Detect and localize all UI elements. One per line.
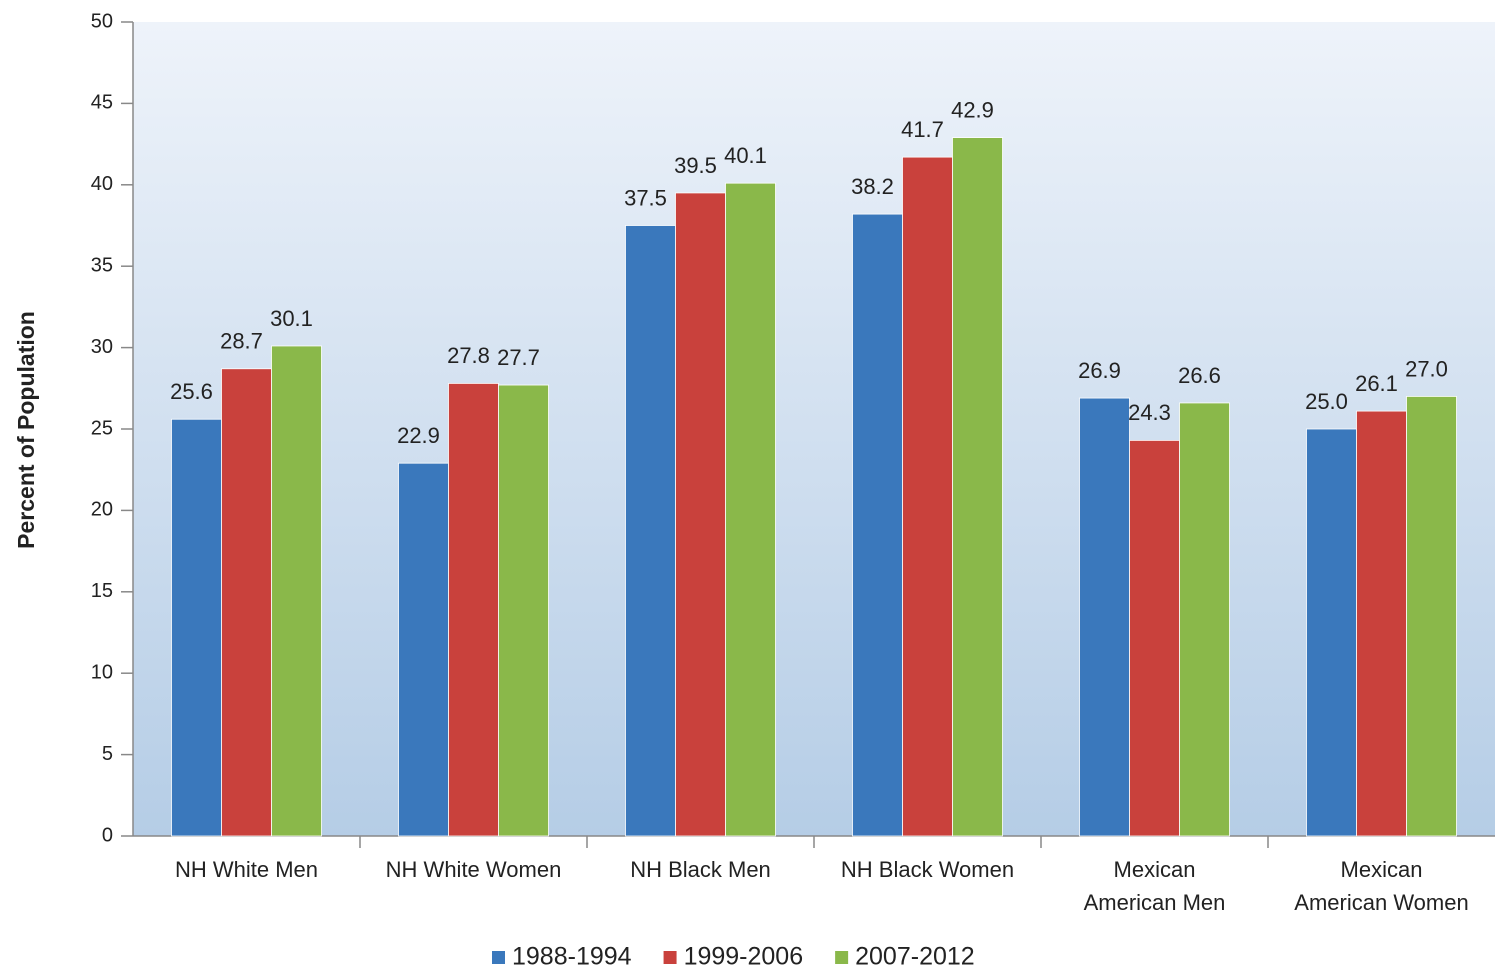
bar bbox=[448, 383, 499, 837]
legend-label: 2007-2012 bbox=[855, 943, 975, 971]
data-label: 42.9 bbox=[951, 97, 994, 122]
x-tick-label: NH Black Women bbox=[841, 857, 1014, 882]
x-tick-label: Mexican American Men bbox=[1084, 857, 1226, 915]
data-label: 40.1 bbox=[724, 143, 767, 168]
bar bbox=[1406, 396, 1457, 837]
bar bbox=[1356, 410, 1407, 837]
data-label: 25.6 bbox=[170, 379, 213, 404]
y-tick-label: 40 bbox=[91, 173, 113, 195]
bar bbox=[1129, 439, 1180, 837]
data-label: 27.8 bbox=[447, 343, 490, 368]
data-label: 41.7 bbox=[901, 117, 944, 142]
data-label: 37.5 bbox=[624, 185, 667, 210]
y-tick-label: 20 bbox=[91, 499, 113, 521]
bar bbox=[852, 213, 903, 837]
bar bbox=[398, 462, 449, 837]
data-label: 28.7 bbox=[220, 329, 263, 354]
bar bbox=[1306, 428, 1357, 837]
data-label: 39.5 bbox=[674, 153, 717, 178]
y-tick-label: 5 bbox=[102, 743, 113, 765]
legend-swatch bbox=[835, 951, 849, 964]
legend-swatch bbox=[492, 951, 505, 964]
bar bbox=[271, 345, 322, 837]
y-tick-label: 50 bbox=[91, 10, 113, 32]
x-tick-label: NH White Men bbox=[175, 857, 318, 882]
bar bbox=[171, 418, 222, 837]
bar bbox=[1079, 397, 1130, 837]
data-label: 26.9 bbox=[1078, 358, 1121, 383]
x-tick-label: Mexican American Women bbox=[1294, 857, 1468, 915]
data-label: 27.0 bbox=[1405, 356, 1448, 381]
data-label: 27.7 bbox=[497, 345, 540, 370]
data-label: 30.1 bbox=[270, 306, 313, 331]
y-tick-label: 0 bbox=[102, 824, 113, 846]
data-label: 22.9 bbox=[397, 423, 440, 448]
bar bbox=[952, 137, 1003, 837]
legend-label: 1988-1994 bbox=[512, 943, 632, 971]
data-label: 26.1 bbox=[1355, 371, 1398, 396]
x-tick-label: NH White Women bbox=[386, 857, 562, 882]
y-tick-label: 15 bbox=[91, 580, 113, 602]
bar bbox=[625, 225, 676, 837]
y-tick-label: 30 bbox=[91, 336, 113, 358]
plot-background bbox=[133, 22, 1495, 836]
bar bbox=[902, 156, 953, 837]
bar bbox=[725, 182, 776, 837]
y-axis-title: Percent of Population bbox=[13, 311, 39, 549]
data-label: 26.6 bbox=[1178, 363, 1221, 388]
data-label: 38.2 bbox=[851, 174, 894, 199]
y-tick-label: 35 bbox=[91, 254, 113, 276]
y-tick-label: 45 bbox=[91, 92, 113, 114]
data-label: 24.3 bbox=[1128, 400, 1171, 425]
legend-swatch bbox=[663, 951, 677, 964]
x-tick-label: NH Black Men bbox=[630, 857, 771, 882]
bar bbox=[498, 384, 549, 837]
y-tick-label: 25 bbox=[91, 417, 113, 439]
bar bbox=[1179, 402, 1230, 837]
legend-label: 1999-2006 bbox=[684, 943, 804, 971]
data-label: 25.0 bbox=[1305, 389, 1348, 414]
y-tick-label: 10 bbox=[91, 661, 113, 683]
bar bbox=[221, 368, 272, 837]
bar bbox=[675, 192, 726, 837]
